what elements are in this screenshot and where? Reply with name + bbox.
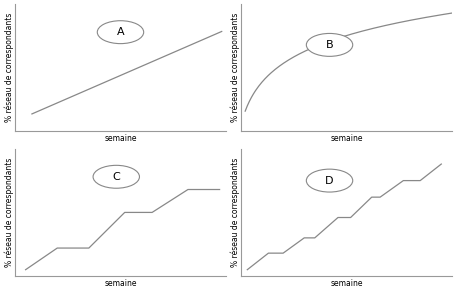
Ellipse shape: [93, 165, 139, 188]
Y-axis label: % réseau de correspondants: % réseau de correspondants: [4, 158, 14, 267]
X-axis label: semaine: semaine: [329, 279, 362, 288]
X-axis label: semaine: semaine: [104, 134, 136, 143]
Y-axis label: % réseau de correspondants: % réseau de correspondants: [230, 13, 239, 122]
Y-axis label: % réseau de correspondants: % réseau de correspondants: [4, 13, 14, 122]
Ellipse shape: [306, 34, 352, 56]
Ellipse shape: [97, 21, 143, 44]
Text: A: A: [116, 27, 124, 37]
Text: D: D: [324, 175, 333, 186]
X-axis label: semaine: semaine: [104, 279, 136, 288]
Y-axis label: % réseau de correspondants: % réseau de correspondants: [230, 158, 239, 267]
Text: B: B: [325, 40, 333, 50]
X-axis label: semaine: semaine: [329, 134, 362, 143]
Text: C: C: [112, 172, 120, 182]
Ellipse shape: [306, 169, 352, 192]
